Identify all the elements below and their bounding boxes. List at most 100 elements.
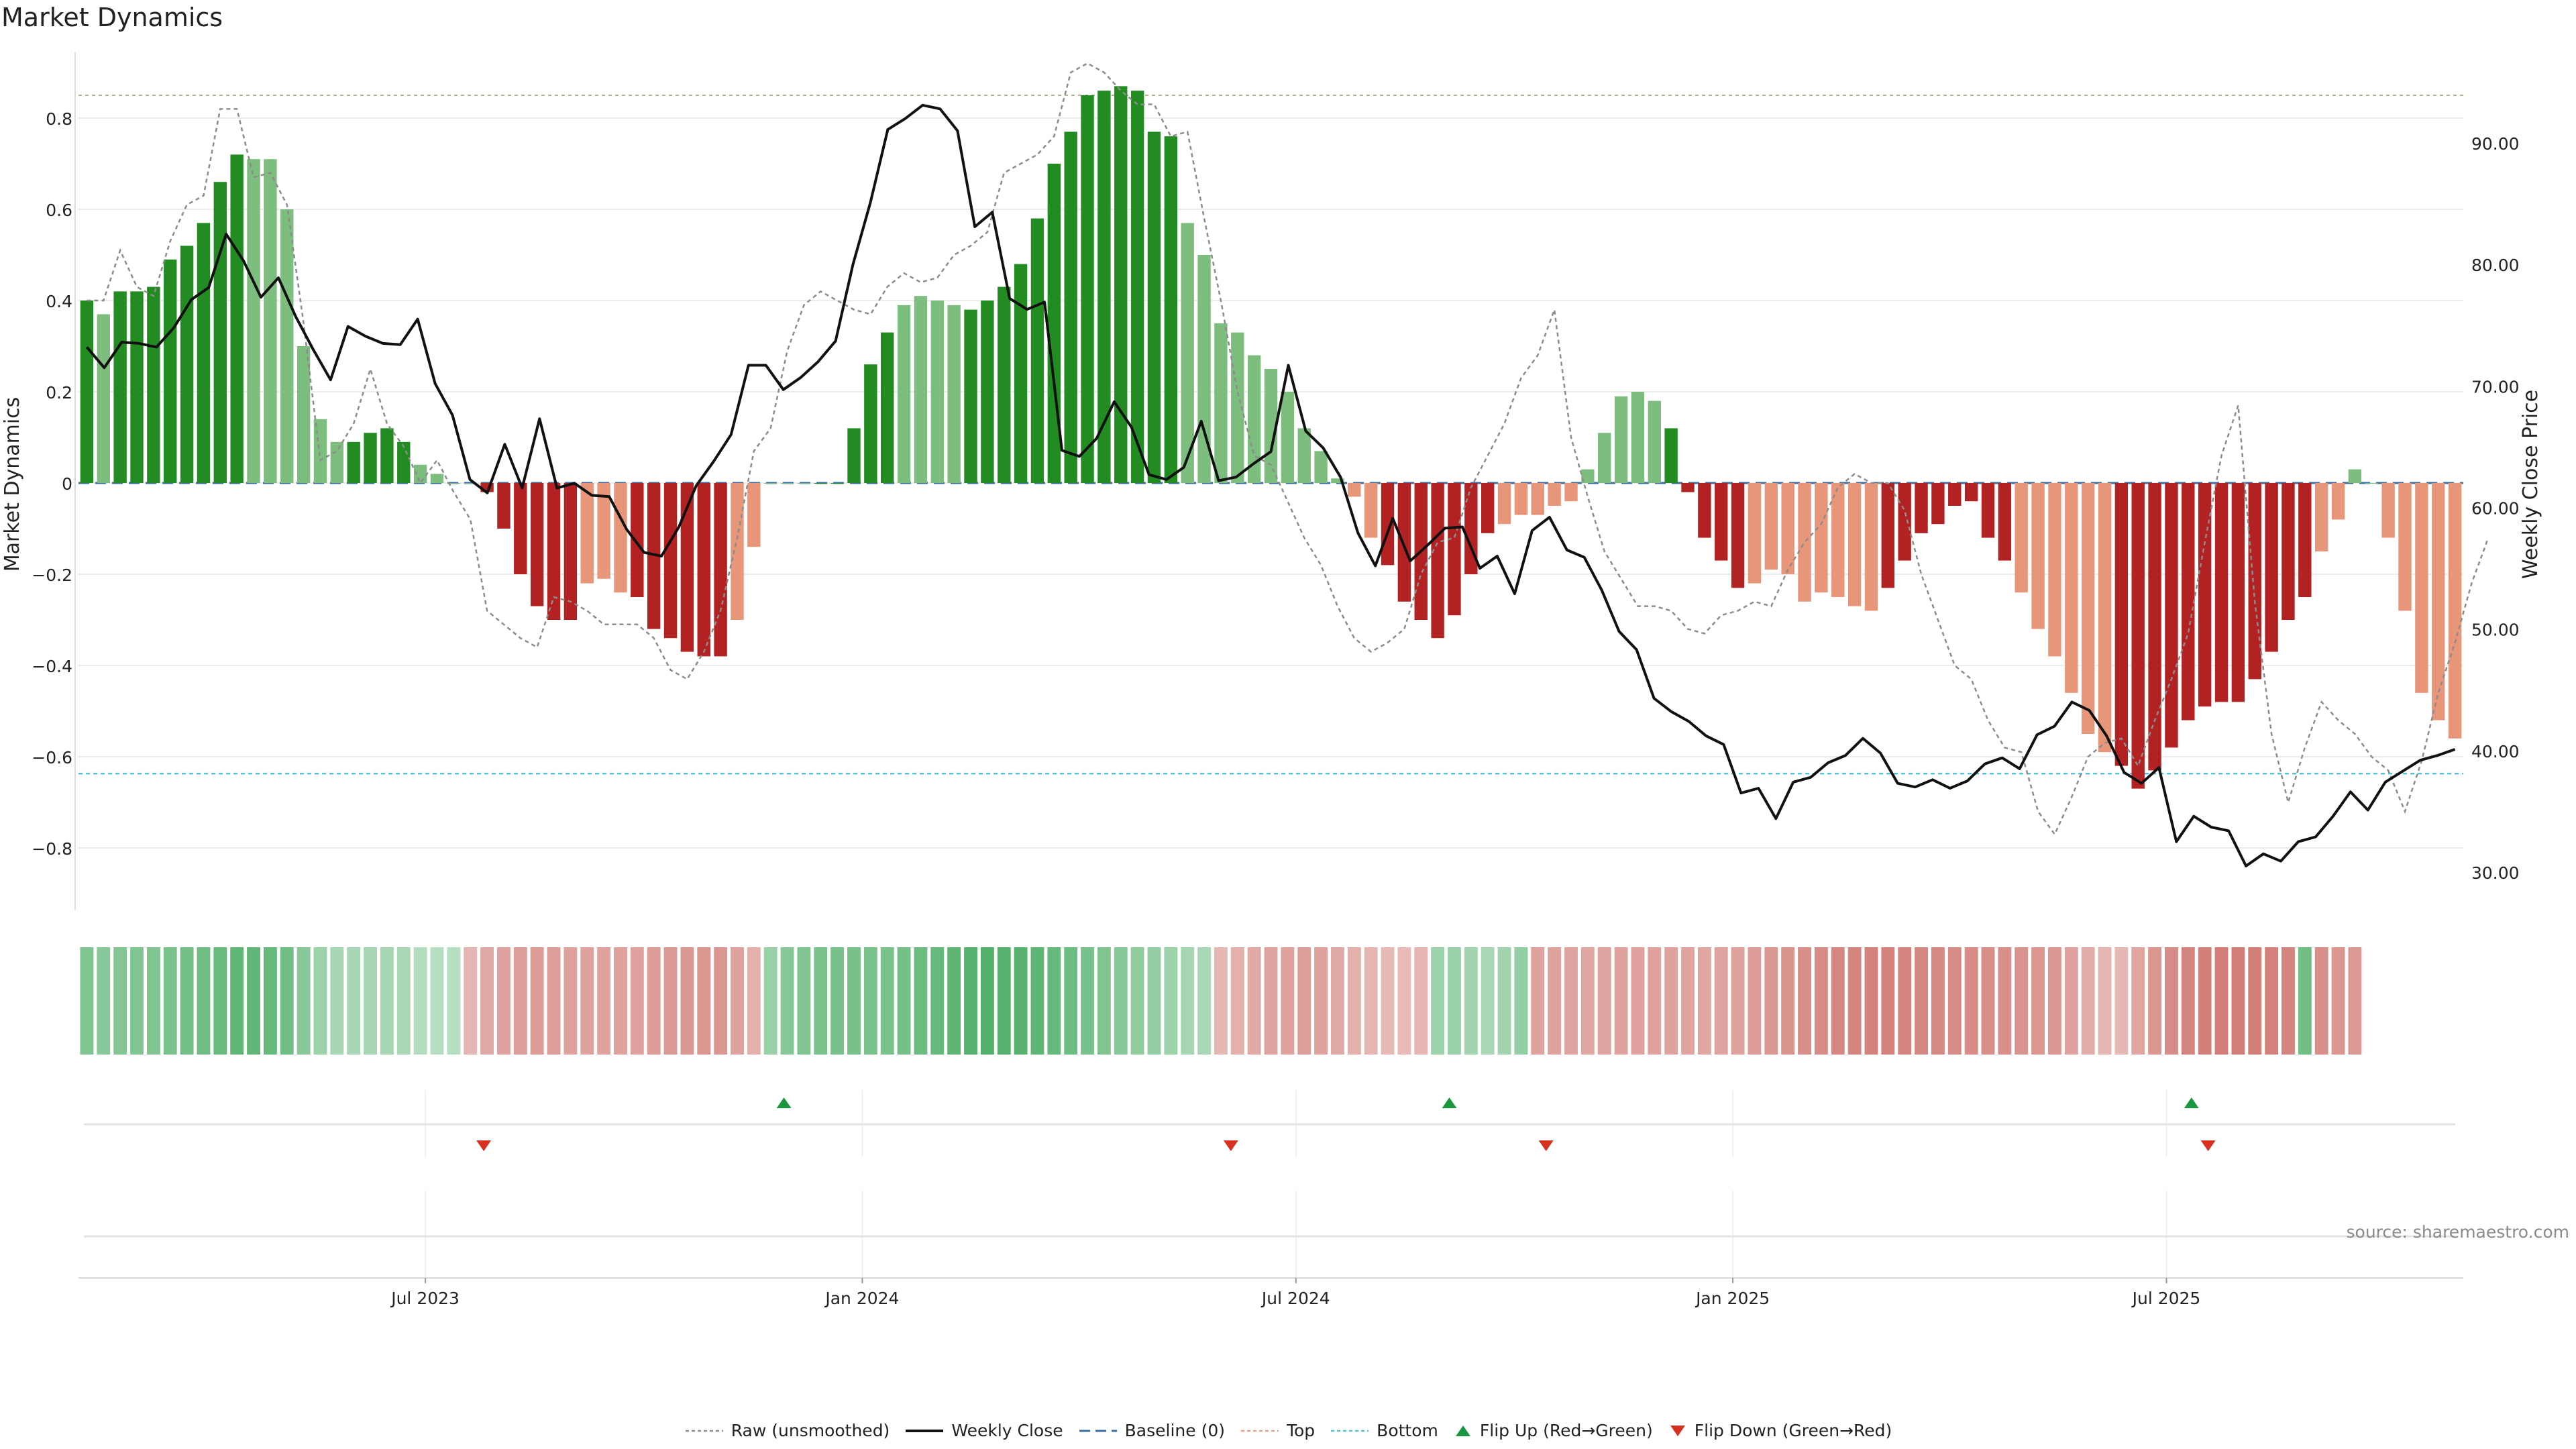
y-right-tick-label: 30.00: [2471, 863, 2520, 883]
market-dynamics-bar: [530, 483, 544, 606]
legend: Raw (unsmoothed) Weekly Close Baseline (…: [0, 1421, 2576, 1440]
intensity-cell: [413, 947, 427, 1055]
market-dynamics-bar: [464, 483, 477, 484]
y-right-tick-label: 50.00: [2471, 621, 2520, 640]
market-dynamics-bar: [1598, 433, 1611, 483]
market-dynamics-bar: [1681, 483, 1695, 492]
market-dynamics-bar: [180, 246, 194, 483]
y-left-tick-label: 0: [62, 474, 72, 494]
intensity-cell: [113, 947, 127, 1055]
market-dynamics-bar: [280, 209, 294, 483]
market-dynamics-bar: [164, 259, 177, 483]
market-dynamics-bar: [2415, 483, 2428, 693]
intensity-cell: [1181, 947, 1195, 1055]
market-dynamics-bar: [981, 301, 994, 483]
legend-label: Top: [1286, 1421, 1316, 1440]
intensity-cell: [396, 947, 411, 1055]
market-dynamics-bar: [2114, 483, 2129, 766]
intensity-cell: [513, 947, 527, 1055]
market-dynamics-bar: [97, 314, 110, 483]
intensity-cell: [1014, 947, 1028, 1055]
market-dynamics-bar: [2048, 483, 2061, 657]
intensity-cell: [1998, 947, 2012, 1055]
market-dynamics-bar: [964, 309, 977, 483]
market-dynamics-bar: [1864, 483, 1878, 611]
y-right-tick-label: 60.00: [2471, 499, 2520, 519]
market-dynamics-bar: [947, 305, 961, 483]
intensity-cell: [797, 947, 811, 1055]
market-dynamics-bar: [614, 483, 627, 593]
raw-series: [87, 62, 2489, 837]
intensity-cell: [2331, 947, 2345, 1055]
market-dynamics-bar: [2298, 483, 2312, 597]
market-dynamics-bar: [1014, 264, 1028, 483]
legend-label: Bottom: [1377, 1421, 1438, 1440]
legend-label: Flip Down (Green→Red): [1694, 1421, 1892, 1440]
market-dynamics-bar: [1331, 478, 1344, 483]
intensity-cell: [1664, 947, 1678, 1055]
intensity-cell: [2282, 947, 2295, 1055]
intensity-cell: [547, 947, 561, 1055]
intensity-cell: [747, 947, 761, 1055]
x-tick-label: Jul 2024: [1260, 1289, 1330, 1308]
intensity-cell: [847, 947, 861, 1055]
market-dynamics-bar: [447, 483, 461, 484]
intensity-cell: [2015, 947, 2029, 1055]
intensity-cell: [1847, 947, 1862, 1055]
intensity-cell: [2181, 947, 2195, 1055]
intensity-cell: [1614, 947, 1628, 1055]
market-dynamics-bar: [2398, 483, 2412, 611]
intensity-cell: [780, 947, 794, 1055]
intensity-cell: [2248, 947, 2262, 1055]
market-dynamics-bar: [1247, 355, 1261, 483]
market-dynamics-bar: [780, 483, 794, 484]
intensity-cell: [2064, 947, 2078, 1055]
y-right-tick-label: 70.00: [2471, 377, 2520, 396]
market-dynamics-bar: [1964, 483, 1978, 502]
market-dynamics-bar: [2231, 483, 2245, 702]
intensity-cell: [1697, 947, 1711, 1055]
market-dynamics-bar: [1664, 428, 1678, 483]
intensity-cell: [914, 947, 928, 1055]
intensity-cell: [1915, 947, 1928, 1055]
intensity-cell: [1297, 947, 1311, 1055]
market-dynamics-bar: [1898, 483, 1911, 561]
intensity-cell: [263, 947, 277, 1055]
market-dynamics-bar: [514, 483, 527, 574]
market-dynamics-bar: [731, 483, 744, 620]
flip-up-marker: [2184, 1097, 2199, 1108]
triangle-up-icon: [1455, 1425, 1470, 1436]
intensity-cell: [964, 947, 977, 1055]
intensity-cell: [830, 947, 845, 1055]
intensity-cell: [1130, 947, 1144, 1055]
intensity-cell: [2348, 947, 2362, 1055]
x-axis-ticks: Jul 2023 Jan 2024 Jul 2024 Jan 2025 Jul 2025: [78, 1277, 2463, 1308]
intensity-cell: [1864, 947, 1878, 1055]
market-dynamics-bar: [1881, 483, 1895, 588]
y-right-tick-label: 40.00: [2471, 742, 2520, 761]
intensity-cell: [230, 947, 244, 1055]
market-dynamics-bar: [830, 483, 844, 484]
market-dynamics-bar: [2448, 483, 2462, 739]
intensity-cell: [897, 947, 911, 1055]
intensity-cell: [1497, 947, 1511, 1055]
intensity-cell: [1481, 947, 1495, 1055]
market-dynamics-bar: [113, 291, 127, 483]
market-dynamics-bar: [1931, 483, 1945, 525]
intensity-cell: [980, 947, 994, 1055]
market-dynamics-bar: [1514, 483, 1528, 515]
intensity-cell: [1597, 947, 1611, 1055]
market-dynamics-bar: [2248, 483, 2261, 680]
market-dynamics-bar: [1147, 131, 1161, 483]
market-dynamics-bar: [1464, 483, 1478, 574]
market-dynamics-bar: [213, 182, 227, 483]
market-dynamics-bar: [313, 419, 327, 483]
weekly-close-series: [85, 103, 2456, 867]
market-dynamics-bar: [1348, 483, 1361, 497]
intensity-cell: [1381, 947, 1395, 1055]
market-dynamics-bar: [847, 428, 861, 483]
y-left-tick-label: −0.2: [32, 566, 72, 585]
intensity-cell: [564, 947, 578, 1055]
intensity-cell: [430, 947, 444, 1055]
intensity-cell: [1347, 947, 1361, 1055]
